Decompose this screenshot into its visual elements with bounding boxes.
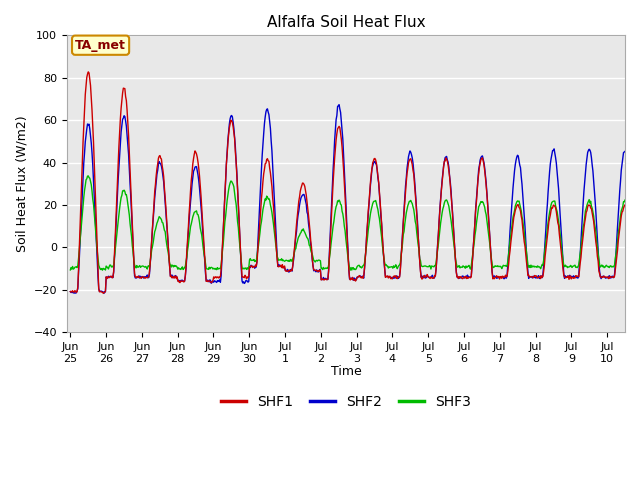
SHF2	[145, 275, 152, 280]
Line: SHF3: SHF3	[70, 176, 625, 270]
SHF1	[99, 290, 107, 296]
Text: TA_met: TA_met	[75, 39, 126, 52]
SHF3	[84, 173, 92, 179]
Y-axis label: Soil Heat Flux (W/m2): Soil Heat Flux (W/m2)	[15, 116, 28, 252]
SHF2	[67, 288, 74, 294]
SHF2	[479, 156, 487, 162]
X-axis label: Time: Time	[330, 365, 361, 378]
SHF1	[67, 288, 74, 294]
SHF3	[326, 255, 333, 261]
SHF3	[67, 267, 74, 273]
Line: SHF2: SHF2	[70, 105, 625, 293]
SHF2	[621, 148, 629, 154]
Title: Alfalfa Soil Heat Flux: Alfalfa Soil Heat Flux	[267, 15, 425, 30]
SHF2	[335, 102, 343, 108]
SHF2	[68, 290, 76, 296]
SHF2	[466, 275, 474, 280]
SHF2	[100, 290, 108, 296]
SHF3	[479, 200, 487, 205]
SHF1	[305, 212, 312, 218]
SHF3	[68, 264, 76, 269]
SHF1	[68, 288, 76, 294]
SHF2	[325, 266, 333, 272]
SHF1	[621, 202, 629, 208]
SHF1	[326, 255, 333, 261]
Line: SHF1: SHF1	[70, 72, 625, 293]
SHF1	[479, 158, 487, 164]
SHF1	[146, 269, 154, 275]
SHF1	[84, 69, 92, 75]
SHF3	[146, 264, 154, 270]
SHF3	[621, 197, 629, 203]
SHF3	[99, 267, 106, 273]
SHF2	[304, 212, 312, 217]
Legend: SHF1, SHF2, SHF3: SHF1, SHF2, SHF3	[216, 389, 476, 414]
SHF3	[466, 265, 474, 271]
SHF1	[466, 274, 474, 280]
SHF3	[305, 238, 312, 244]
